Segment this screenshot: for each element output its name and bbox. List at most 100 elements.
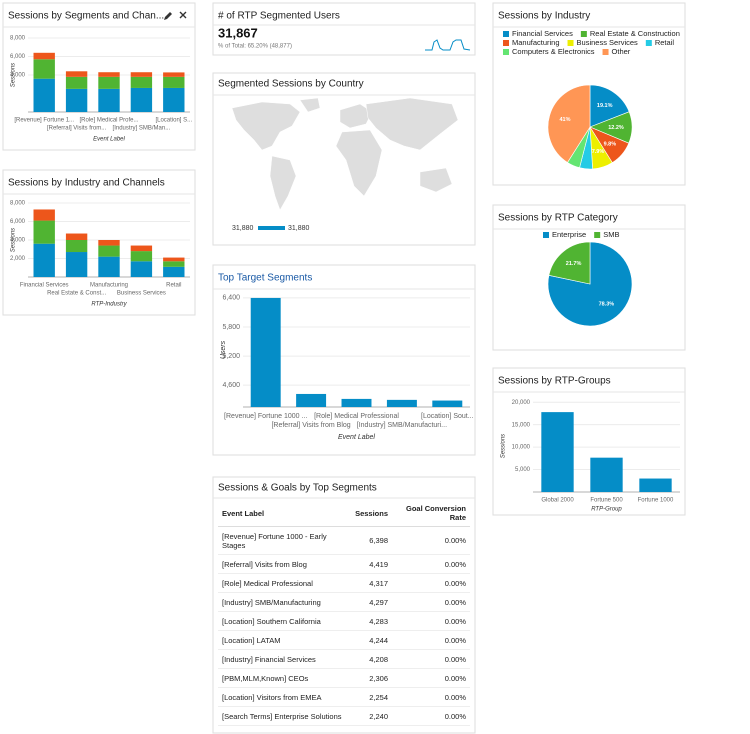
- y-tick-label: 5,200: [222, 353, 240, 360]
- table-cell: 6,398: [346, 526, 392, 555]
- table-cell: [Role] Medical Professional: [218, 573, 346, 593]
- table-cell: [Search Terms] Enterprise Solutions: [218, 706, 346, 726]
- table-row: [PBM,MLM,Known] CEOs 2,306 0.00%: [218, 668, 470, 688]
- bar-segment: [33, 78, 55, 112]
- x-tick-label: Fortune 500: [590, 498, 623, 504]
- legend-label: SMB: [603, 230, 619, 239]
- table-cell: [Location] LATAM: [218, 630, 346, 650]
- segments-table: Event Label Sessions Goal Conversion Rate[…: [218, 500, 470, 726]
- table-cell: 0.00%: [392, 706, 470, 726]
- table-cell: [Revenue] Fortune 1000 - Early Stages: [218, 526, 346, 555]
- widget-title[interactable]: Top Target Segments: [218, 273, 312, 284]
- legend-label: Financial Services: [512, 29, 573, 38]
- map-legend-min: 31,880: [232, 225, 254, 232]
- bar-segment: [163, 266, 185, 277]
- bar-segment: [65, 233, 88, 240]
- edit-icon[interactable]: [164, 12, 172, 20]
- table-cell: 4,244: [346, 630, 392, 650]
- y-axis-title: Users: [220, 340, 227, 359]
- bar-segment: [65, 88, 88, 112]
- table-cell: 0.00%: [392, 630, 470, 650]
- table-cell: 4,419: [346, 554, 392, 574]
- table-row: [Role] Medical Professional 4,317 0.00%: [218, 573, 470, 593]
- x-axis-title: Event Label: [93, 137, 125, 143]
- y-tick-label: 5,800: [222, 324, 240, 331]
- table-cell: 4,283: [346, 611, 392, 631]
- y-tick-label: 8,000: [10, 201, 26, 207]
- south-america: [269, 155, 297, 211]
- table-cell: 2,254: [346, 687, 392, 707]
- bar-segment: [98, 256, 120, 277]
- slice-label: 7.9%: [592, 149, 605, 155]
- bar-segment: [163, 87, 185, 112]
- bar-segment: [130, 72, 153, 77]
- bar-segment: [65, 71, 88, 77]
- x-tick-label: [Role] Medical Profe...: [79, 118, 138, 124]
- map-legend-max: 31,880: [288, 225, 310, 232]
- slice-label: 21.7%: [566, 261, 582, 267]
- world-map: [231, 97, 459, 211]
- bar-segment: [98, 72, 120, 77]
- table-row: [Search Terms] Enterprise Solutions 2,240…: [218, 706, 470, 726]
- bar: [639, 478, 672, 492]
- y-tick-label: 15,000: [512, 422, 531, 428]
- table-cell: 0.00%: [392, 687, 470, 707]
- x-tick-label: Real Estate & Const...: [47, 291, 106, 297]
- slice-label: 12.2%: [608, 125, 624, 131]
- kpi-panel: [212, 2, 476, 56]
- bar-segment: [33, 220, 55, 244]
- widget-title: Sessions by Industry and Channels: [8, 178, 165, 189]
- y-tick-label: 4,000: [10, 73, 26, 79]
- table-cell: 0.00%: [392, 611, 470, 631]
- x-tick-label: Business Services: [117, 291, 166, 297]
- table-cell: [Industry] SMB/Manufacturing: [218, 592, 346, 612]
- kpi-title: # of RTP Segmented Users: [218, 11, 340, 22]
- table-row: [Location] LATAM 4,244 0.00%: [218, 630, 470, 650]
- bar-segment: [65, 252, 88, 277]
- y-tick-label: 4,600: [222, 382, 240, 389]
- bar: [250, 297, 281, 407]
- close-icon[interactable]: [179, 11, 187, 19]
- bar-segment: [130, 251, 153, 262]
- legend-swatch: [503, 49, 509, 55]
- table-cell: 0.00%: [392, 554, 470, 574]
- table-cell: 4,208: [346, 649, 392, 669]
- bar: [386, 399, 417, 407]
- x-tick-label: [Referral] Visits from Blog: [271, 422, 350, 429]
- sparkline: [425, 39, 471, 51]
- widget-title: Sessions by RTP-Groups: [498, 376, 611, 387]
- bar-segment: [33, 52, 55, 60]
- table-cell: 2,240: [346, 706, 392, 726]
- bar-segment: [65, 76, 88, 89]
- slice-label: 19.1%: [597, 103, 613, 109]
- y-tick-label: 8,000: [10, 36, 26, 42]
- x-tick-label: [Industry] SMB/Manufacturi...: [357, 422, 447, 429]
- table-cell: 0.00%: [392, 573, 470, 593]
- table-cell: 0.00%: [392, 592, 470, 612]
- x-tick-label: [Referral] Visits from...: [47, 126, 107, 132]
- table-cell: [Referral] Visits from Blog: [218, 554, 346, 574]
- x-tick-label: [Revenue] Fortune 1...: [14, 118, 74, 124]
- column-header: Sessions: [346, 500, 392, 527]
- bar-segment: [163, 72, 185, 77]
- x-tick-label: [Location] Sout...: [421, 413, 474, 420]
- bar: [541, 412, 574, 492]
- bar: [432, 400, 463, 407]
- bar-segment: [163, 76, 185, 88]
- legend-swatch: [602, 49, 609, 55]
- africa: [335, 129, 383, 197]
- table-cell: [PBM,MLM,Known] CEOs: [218, 668, 346, 688]
- y-axis-title: Sessions: [11, 63, 17, 87]
- y-tick-label: 5,000: [515, 467, 531, 473]
- table-row: [Industry] Financial Services 4,208 0.00%: [218, 649, 470, 669]
- x-tick-label: [Revenue] Fortune 1000 ...: [224, 413, 307, 420]
- legend-swatch: [645, 40, 652, 46]
- widget-panel: [492, 367, 686, 516]
- map-panel: [212, 72, 476, 246]
- table-row: [Referral] Visits from Blog 4,419 0.00%: [218, 554, 470, 574]
- north-america: [231, 101, 301, 151]
- bar-segment: [33, 209, 55, 221]
- legend-label: Other: [612, 47, 631, 56]
